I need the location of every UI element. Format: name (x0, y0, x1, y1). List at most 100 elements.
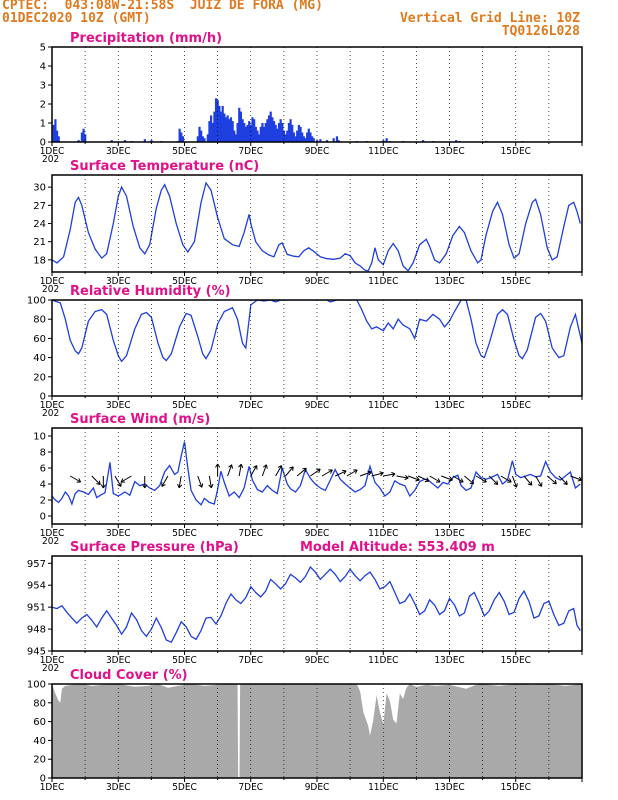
precip-bar (123, 140, 127, 142)
cloud-title: Cloud Cover (%) (70, 668, 188, 683)
wind-title: Surface Wind (m/s) (70, 412, 210, 427)
precip-bar (239, 111, 243, 142)
x-tick-label: 5DEC (172, 528, 197, 539)
x-tick-label: 1DEC (40, 782, 65, 793)
y-tick-label: 957 (27, 559, 46, 570)
precipitation-data (52, 98, 524, 142)
y-tick-label: 8 (40, 448, 46, 459)
precip-bar (224, 117, 228, 142)
temperature-title: Surface Temperature (nC) (70, 159, 259, 174)
precip-bar (287, 123, 291, 142)
x-year-stub: 202 (42, 284, 59, 295)
x-tick-label: 11DEC (368, 400, 398, 411)
precip-bar (284, 134, 287, 142)
temperature-data (52, 181, 581, 272)
y-tick-label: 80 (33, 315, 46, 326)
x-tick-label: 7DEC (238, 400, 263, 411)
precip-bar (271, 117, 274, 142)
precip-bar (276, 128, 279, 142)
precip-bar (248, 121, 251, 142)
x-tick-label: 13DEC (434, 400, 464, 411)
cloud-area (52, 684, 582, 778)
x-tick-label: 13DEC (434, 528, 464, 539)
y-tick-label: 945 (27, 647, 46, 658)
precip-bar (269, 111, 272, 142)
precip-bar (289, 119, 292, 142)
precip-bar (234, 134, 238, 142)
x-tick-label: 3DEC (106, 782, 131, 793)
x-tick-label: 3DEC (106, 528, 131, 539)
header-datetime: 01DEC2020 10Z (GMT) (2, 11, 151, 26)
wind-arrow (250, 465, 258, 477)
precip-bar (253, 119, 256, 142)
precip-bar (307, 128, 310, 142)
humidity-panel: Relative Humidity (%) 0 20 40 60 80 100 1DEC 3DE… (27, 284, 583, 419)
wind-arrow (511, 475, 518, 488)
precip-bar (251, 117, 254, 142)
precip-bar (301, 132, 304, 142)
wind-data (52, 441, 582, 506)
precip-bar (203, 138, 206, 142)
x-tick-label: 11DEC (368, 782, 398, 793)
x-tick-label: 7DEC (238, 655, 263, 666)
precip-bar (316, 140, 319, 142)
x-year-stub: 202 (42, 536, 59, 547)
x-tick-label: 15DEC (501, 782, 531, 793)
precip-bar (282, 130, 286, 142)
wind-arrow (346, 469, 358, 477)
y-tick-label: 0 (40, 392, 46, 403)
y-tick-label: 954 (27, 581, 46, 592)
x-tick-label: 1DEC (40, 276, 65, 287)
precip-bar (267, 115, 271, 142)
precip-bar (84, 134, 87, 142)
y-tick-label: 948 (27, 625, 46, 636)
y-tick-label: 3 (40, 81, 46, 92)
wind-arrow (275, 465, 283, 477)
x-tick-label: 9DEC (305, 276, 330, 287)
wind-arrow (396, 475, 409, 481)
x-tick-label: 7DEC (238, 782, 263, 793)
wind-arrow (383, 471, 396, 477)
x-year-stub: 202 (42, 408, 59, 419)
precip-bar (200, 130, 203, 142)
precip-bar (80, 132, 84, 142)
x-tick-label: 11DEC (368, 528, 398, 539)
precip-bar (210, 115, 213, 142)
precip-bar (294, 136, 297, 142)
y-tick-label: 4 (40, 62, 46, 73)
wind-arrow (546, 475, 557, 485)
precip-bar (196, 136, 199, 142)
x-tick-label: 1DEC (40, 400, 65, 411)
y-tick-label: 24 (33, 219, 46, 230)
y-tick-label: 100 (27, 296, 46, 307)
x-tick-label: 5DEC (172, 146, 197, 157)
precip-bar (312, 138, 315, 142)
x-tick-label: 1DEC (40, 655, 65, 666)
precip-bar (208, 121, 211, 142)
wind-arrow (558, 475, 568, 485)
precip-bar (261, 123, 264, 142)
precip-bar (256, 130, 259, 142)
wind-arrow (142, 476, 148, 489)
precip-bar (299, 126, 302, 142)
precip-bar (319, 139, 322, 142)
precip-bar (274, 124, 277, 142)
y-tick-label: 20 (33, 372, 46, 383)
x-tick-label: 11DEC (368, 146, 398, 157)
precip-bar (302, 136, 305, 142)
precip-bar (264, 123, 267, 142)
y-tick-label: 0 (40, 512, 46, 523)
y-tick-label: 5 (40, 43, 46, 54)
y-tick-label: 30 (33, 183, 46, 194)
x-tick-label: 1DEC (40, 528, 65, 539)
x-tick-label: 3DEC (106, 655, 131, 666)
precip-bar (277, 123, 281, 142)
precip-bar (335, 136, 339, 142)
x-tick-label: 13DEC (434, 146, 464, 157)
precip-bar (291, 124, 294, 142)
x-tick-label: 15DEC (501, 400, 531, 411)
precip-bar (325, 140, 329, 142)
wind-arrow (310, 468, 321, 477)
x-tick-label: 3DEC (106, 276, 131, 287)
wind-arrow (488, 475, 499, 485)
